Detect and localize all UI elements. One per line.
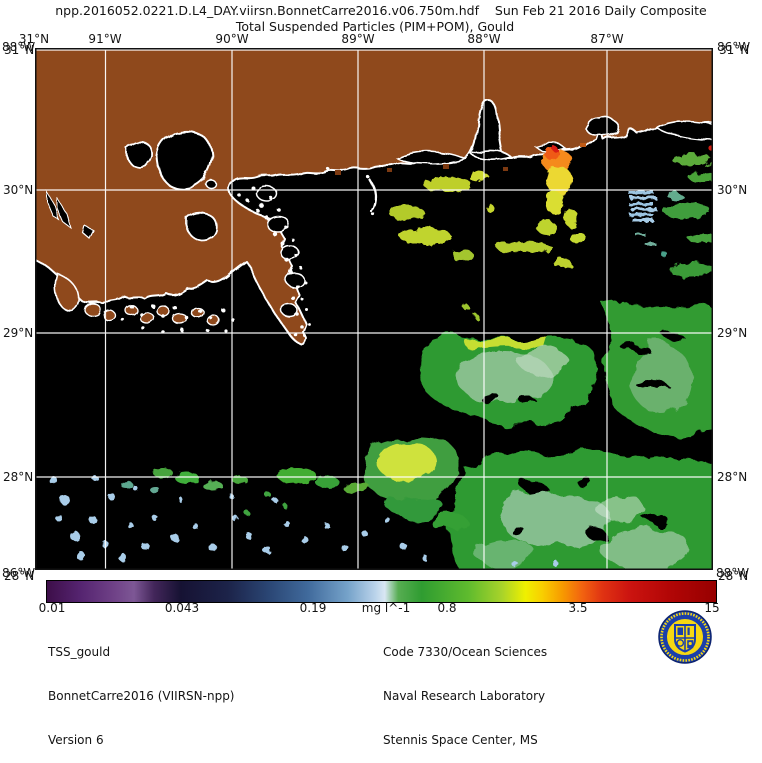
left-axis-label-30n: 30°N — [3, 183, 34, 197]
bottom-left-speckles — [49, 468, 558, 567]
corner-lat-label: 31°N — [4, 43, 35, 57]
product-info-block: TSS_gould BonnetCarre2016 (VIIRSN-npp) V… — [48, 615, 235, 763]
map-plot-area — [35, 48, 713, 570]
delta-bay — [256, 186, 278, 202]
top-axis-label-91w: 91°W — [88, 32, 122, 46]
river-sliver — [46, 190, 60, 222]
corner-lon-label: 88°W — [2, 40, 36, 54]
top-axis-label-87w: 87°W — [590, 32, 624, 46]
title-gap — [479, 3, 495, 18]
right-axis-label-29n: 29°N — [717, 326, 748, 340]
nrl-seal-logo — [658, 610, 712, 664]
bottom-right-green-mass — [432, 452, 713, 570]
marsh-speckles — [121, 166, 341, 338]
map-frame — [35, 48, 713, 570]
top-axis-label-90w: 90°W — [215, 32, 249, 46]
graticule — [35, 48, 713, 570]
project-name: BonnetCarre2016 (VIIRSN-npp) — [48, 688, 235, 703]
colorbar-unit-label: mg l^-1 — [361, 601, 411, 615]
barrier-island — [395, 150, 467, 165]
colorbar-tick-label: 0.043 — [164, 601, 200, 615]
delta-bay — [280, 245, 300, 261]
nrl-satellite-product-page: { "header": { "filename": "npp.2016052.0… — [0, 3, 762, 748]
org-code: Code 7330/Ocean Sciences — [383, 644, 548, 659]
corner-lon-label: 86°W — [2, 566, 36, 580]
mid-right-green-mass — [417, 302, 713, 436]
product-name: TSS_gould — [48, 644, 111, 659]
lake-salvador — [186, 211, 218, 241]
composite-label: Sun Feb 21 2016 Daily Composite — [494, 3, 707, 18]
island-arc — [367, 177, 377, 213]
colorbar-tick-label: 0.01 — [38, 601, 66, 615]
marsh-peninsula — [53, 271, 80, 312]
subtitle: Total Suspended Particles (PIM+POM), Gou… — [235, 19, 515, 34]
colorbar — [46, 580, 717, 603]
delta-bay — [285, 272, 305, 288]
title-line: npp.2016052.0221.D.L4_DAY.viirsn.BonnetC… — [0, 3, 762, 18]
right-axis-label-30n: 30°N — [717, 183, 748, 197]
corner-label-bottom-left: 86°W 28°N — [2, 566, 44, 583]
version-label: Version 6 — [48, 733, 104, 748]
lake-pontchartrain — [155, 130, 214, 190]
river-sliver — [56, 196, 72, 230]
left-axis-label-29n: 29°N — [3, 326, 34, 340]
small-lake — [82, 225, 94, 239]
corner-lat-label: 28°N — [718, 569, 749, 583]
corner-lat-label: 28°N — [4, 569, 35, 583]
filename-label: npp.2016052.0221.D.L4_DAY.viirsn.BonnetC… — [55, 3, 479, 18]
org-location: Stennis Space Center, MS — [383, 733, 538, 748]
top-axis-label-89w: 89°W — [341, 32, 375, 46]
colorbar-tick-label: 0.8 — [437, 601, 457, 615]
corner-label-top-right: 86°W 31°N — [717, 40, 759, 57]
east-green-streaks — [660, 154, 713, 279]
marsh-islet — [172, 313, 188, 325]
marsh-islet — [103, 310, 117, 322]
marsh-islet — [190, 306, 204, 318]
marsh-islet — [84, 303, 102, 317]
colorbar-tick-label: 3.5 — [568, 601, 588, 615]
top-axis-label-31n: 31°N — [18, 32, 50, 46]
colorbar-tick-label: 15 — [704, 601, 720, 615]
delta-bay — [280, 303, 298, 317]
yellow-green-streaks — [389, 171, 571, 319]
light-blue-patch — [628, 191, 657, 246]
small-lagoon — [205, 179, 217, 189]
sediment-plume-orange — [537, 146, 586, 244]
barrier-island — [469, 149, 513, 161]
delta-bay — [266, 215, 290, 233]
corner-lat-label: 31°N — [719, 43, 750, 57]
nrl-seal-icon — [658, 610, 712, 664]
corner-lon-label: 88°W — [716, 566, 750, 580]
barrier-island — [584, 115, 620, 137]
corner-lon-label: 86°W — [717, 40, 751, 54]
organization-block: Code 7330/Ocean Sciences Naval Research … — [383, 615, 547, 763]
org-name: Naval Research Laboratory — [383, 688, 546, 703]
top-axis-label-88w: 88°W — [467, 32, 501, 46]
corner-label-bottom-right: 88°W 28°N — [716, 566, 758, 583]
satellite-map — [35, 48, 713, 570]
corner-label-top-left: 88°W 31°N — [2, 40, 44, 57]
lake-maurepas — [126, 140, 153, 168]
right-axis-label-28n: 28°N — [717, 470, 748, 484]
marsh-islet — [206, 314, 220, 326]
center-bottom-yellow-green — [343, 436, 459, 518]
marsh-islet — [139, 312, 155, 324]
colorbar-tick-label: 0.19 — [299, 601, 327, 615]
barrier-island — [655, 120, 713, 141]
left-axis-label-28n: 28°N — [3, 470, 34, 484]
